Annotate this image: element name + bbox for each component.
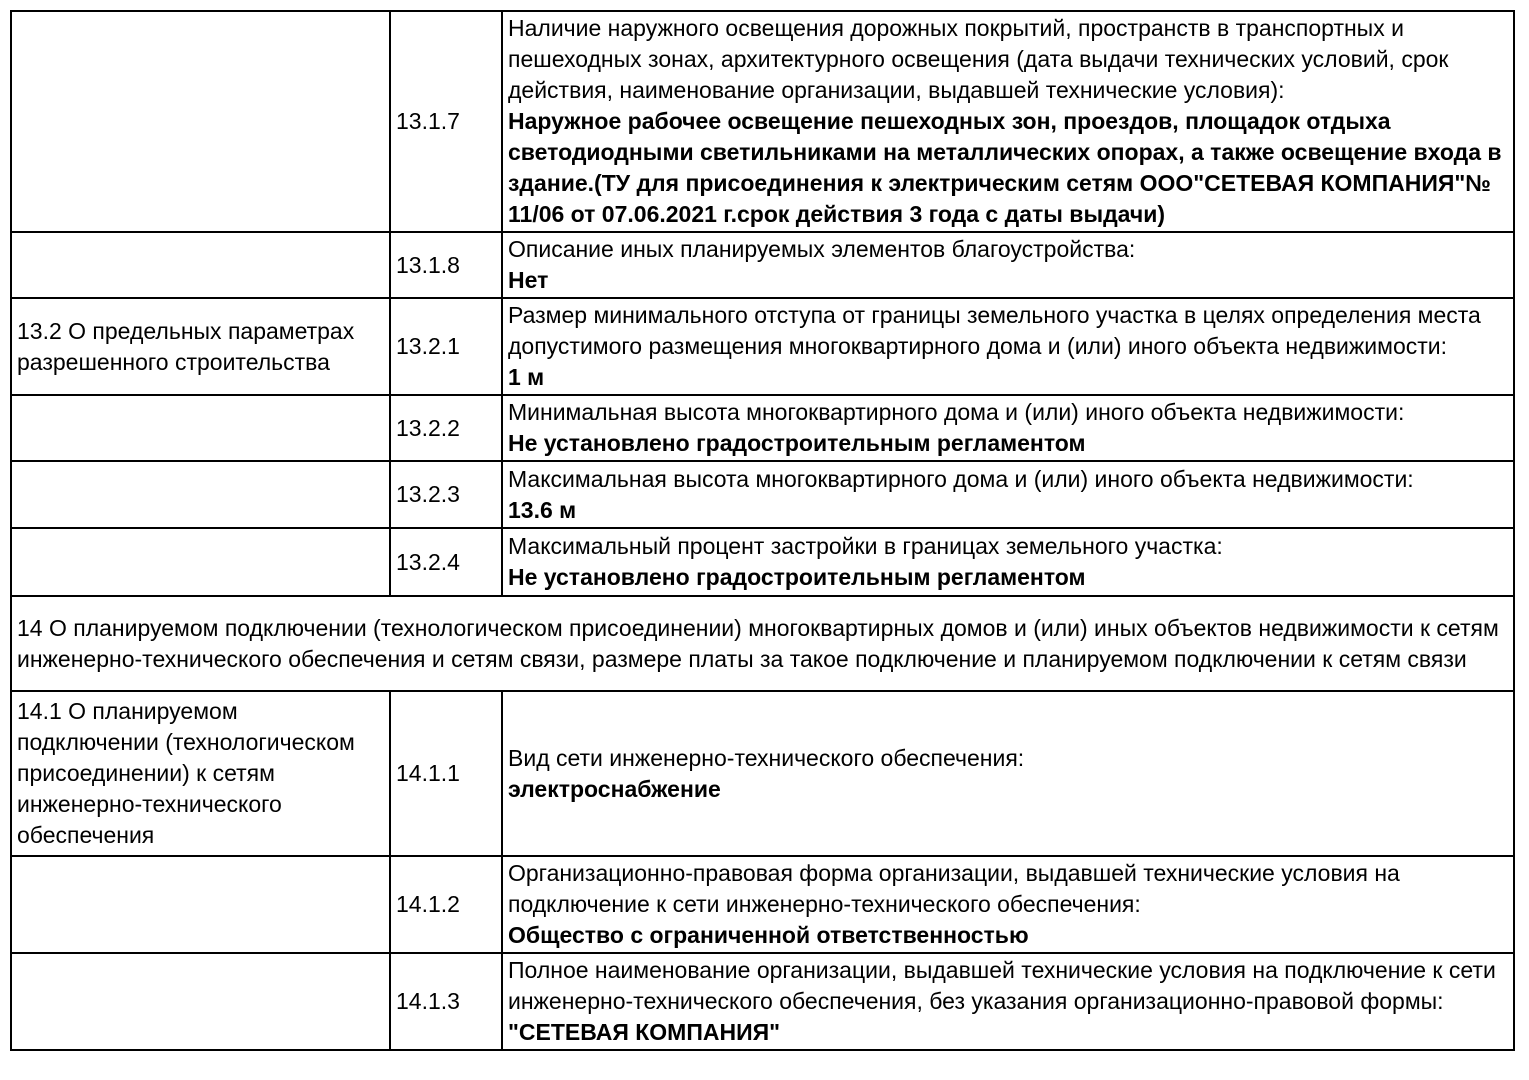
project-declaration-table: 13.1.7 Наличие наружного освещения дорож… [10, 10, 1515, 1051]
section-cell: 14.1 О планируемом подключении (технолог… [10, 690, 391, 857]
table-row: 13.2 О предельных параметрах разрешенног… [10, 297, 1515, 396]
item-question: Минимальная высота многоквартирного дома… [508, 399, 1405, 425]
item-question: Наличие наружного освещения дорожных пок… [508, 15, 1449, 103]
item-answer: Наружное рабочее освещение пешеходных зо… [508, 108, 1502, 227]
section-cell [10, 10, 391, 233]
item-number-cell: 13.2.4 [389, 527, 503, 597]
table-row: 13.2.4 Максимальный процент застройки в … [10, 527, 1515, 597]
table-row: 13.1.8 Описание иных планируемых элемент… [10, 231, 1515, 299]
item-number-cell: 13.1.7 [389, 10, 503, 233]
table-row: 13.2.3 Максимальная высота многоквартирн… [10, 460, 1515, 529]
item-question: Размер минимального отступа от границы з… [508, 302, 1481, 359]
section-cell [10, 394, 391, 462]
item-question: Вид сети инженерно-технического обеспече… [508, 744, 1025, 771]
item-answer: 13.6 м [508, 496, 577, 523]
item-number-cell: 13.2.1 [389, 297, 503, 396]
section-cell [10, 952, 391, 1051]
section-cell: 13.2 О предельных параметрах разрешенног… [10, 297, 391, 396]
section-cell [10, 527, 391, 597]
item-answer: Не установлено градостроительным регламе… [508, 430, 1086, 456]
table-row: 14.1.2 Организационно-правовая форма орг… [10, 855, 1515, 954]
item-number-cell: 14.1.1 [389, 690, 503, 857]
item-number-cell: 13.2.3 [389, 460, 503, 529]
section-header-cell: 14 О планируемом подключении (технологич… [10, 595, 1515, 692]
table-row: 13.2.2 Минимальная высота многоквартирно… [10, 394, 1515, 462]
table-row: 14 О планируемом подключении (технологич… [10, 595, 1515, 692]
item-question: Описание иных планируемых элементов благ… [508, 236, 1136, 262]
item-value-cell: Максимальная высота многоквартирного дом… [501, 460, 1515, 529]
item-number-cell: 14.1.3 [389, 952, 503, 1051]
item-question: Организационно-правовая форма организаци… [508, 860, 1400, 917]
item-answer: Общество с ограниченной ответственностью [508, 922, 1029, 948]
item-value-cell: Описание иных планируемых элементов благ… [501, 231, 1515, 299]
item-value-cell: Полное наименование организации, выдавше… [501, 952, 1515, 1051]
section-cell [10, 460, 391, 529]
item-question: Максимальный процент застройки в граница… [508, 533, 1223, 559]
item-value-cell: Наличие наружного освещения дорожных пок… [501, 10, 1515, 233]
item-question: Максимальная высота многоквартирного дом… [508, 465, 1414, 492]
table-row: 14.1 О планируемом подключении (технолог… [10, 690, 1515, 857]
item-value-cell: Вид сети инженерно-технического обеспече… [501, 690, 1515, 857]
item-number-cell: 13.2.2 [389, 394, 503, 462]
table-row: 13.1.7 Наличие наружного освещения дорож… [10, 10, 1515, 233]
item-answer: Нет [508, 267, 549, 293]
item-value-cell: Размер минимального отступа от границы з… [501, 297, 1515, 396]
item-number-cell: 13.1.8 [389, 231, 503, 299]
item-value-cell: Минимальная высота многоквартирного дома… [501, 394, 1515, 462]
table-row: 14.1.3 Полное наименование организации, … [10, 952, 1515, 1051]
item-answer: "СЕТЕВАЯ КОМПАНИЯ" [508, 1019, 781, 1045]
section-cell [10, 855, 391, 954]
section-cell [10, 231, 391, 299]
item-value-cell: Организационно-правовая форма организаци… [501, 855, 1515, 954]
item-answer: Не установлено градостроительным регламе… [508, 564, 1086, 590]
item-answer: 1 м [508, 364, 545, 390]
item-value-cell: Максимальный процент застройки в граница… [501, 527, 1515, 597]
item-question: Полное наименование организации, выдавше… [508, 957, 1496, 1014]
item-answer: электроснабжение [508, 775, 721, 802]
item-number-cell: 14.1.2 [389, 855, 503, 954]
